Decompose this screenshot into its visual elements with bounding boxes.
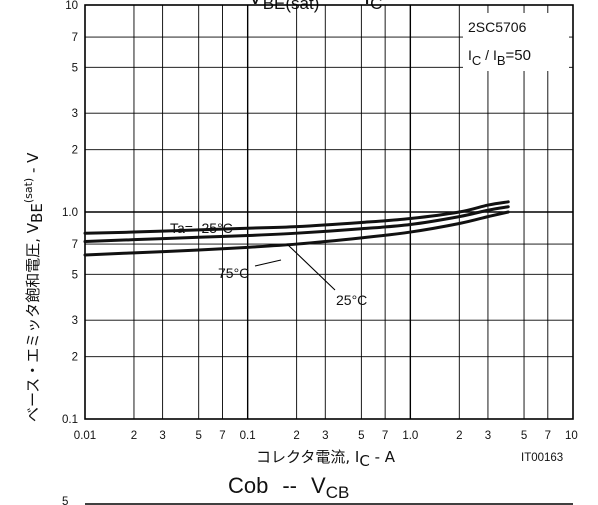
- series-line-2: [83, 210, 510, 257]
- x-axis-title: コレクタ電流, IC - A: [256, 448, 396, 470]
- x-tick-label: 5: [195, 430, 201, 442]
- x-tick-label: 7: [545, 430, 551, 442]
- plot-frame: [84, 4, 574, 420]
- y-tick-labels: 0.1 2 3 5 7 1.0 2 3 5 7 10: [62, 0, 78, 426]
- legend-box-bg: [463, 13, 569, 71]
- x-tick-label: 7: [382, 430, 388, 442]
- y-tick-label: 5: [72, 269, 78, 281]
- y-tick-label: 1.0: [62, 207, 78, 219]
- y-tick-label: 2: [72, 352, 78, 364]
- y-tick-label: 10: [65, 0, 78, 12]
- x-tick-label: 3: [159, 430, 165, 442]
- label-75c: 75°C: [218, 265, 249, 281]
- label-ta-minus25: Ta= -25°C: [170, 220, 233, 236]
- device-id: 2SC5706: [468, 19, 527, 35]
- series-line-1: [83, 205, 510, 244]
- x-tick-labels: 0.01 2 3 5 7 0.1 2 3 5 7 1.0 2 3 5 7 10: [74, 430, 578, 442]
- x-tick-label: 5: [521, 430, 527, 442]
- y-tick-label: 3: [72, 315, 78, 327]
- title-v-sub: BE(sat): [263, 0, 320, 13]
- y-tick-label: 2: [72, 145, 78, 157]
- svg-text:VBE(sat)--IC: VBE(sat)--IC: [248, 0, 382, 13]
- x-tick-label: 1.0: [402, 430, 418, 442]
- title-i-sub: C: [370, 0, 382, 13]
- leader-75c: [254, 259, 282, 267]
- y-axis-title: ベース・エミッタ飽和電圧, VBE(sat) - V: [22, 152, 46, 422]
- grid-horizontal: [85, 36, 573, 358]
- x-tick-label: 10: [565, 430, 578, 442]
- x-tick-label: 3: [322, 430, 328, 442]
- x-tick-label: 5: [358, 430, 364, 442]
- x-tick-label: 2: [293, 430, 299, 442]
- x-tick-label: 2: [456, 430, 462, 442]
- y-tick-label: 5: [72, 62, 78, 74]
- condition-label: IC / IB=50: [468, 47, 531, 68]
- chart2-y-tick-label: 5: [62, 496, 68, 505]
- x-tick-label: 0.01: [74, 430, 96, 442]
- y-tick-label: 0.1: [62, 414, 78, 426]
- svg-text:Cob--VCB: Cob -- VCB: [228, 473, 349, 502]
- y-tick-label: 7: [72, 239, 78, 251]
- chart-title: VBE(sat)--IC: [248, 0, 382, 13]
- leader-25c: [286, 243, 336, 291]
- chart2-title: Cob -- VCB: [228, 473, 349, 502]
- label-25c: 25°C: [336, 292, 367, 308]
- y-tick-label: 7: [72, 32, 78, 44]
- y-tick-label: 3: [72, 108, 78, 120]
- x-tick-label: 0.1: [240, 430, 256, 442]
- figure-id: IT00163: [521, 452, 563, 464]
- x-tick-label: 2: [131, 430, 137, 442]
- x-tick-label: 7: [219, 430, 225, 442]
- series-group: [83, 200, 510, 257]
- x-tick-label: 3: [485, 430, 491, 442]
- series-line-0: [83, 200, 510, 235]
